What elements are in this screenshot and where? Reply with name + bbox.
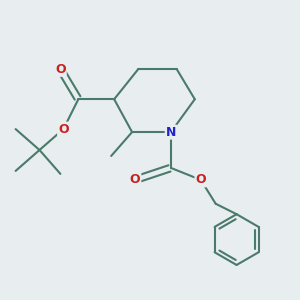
Text: O: O — [196, 173, 206, 186]
Text: O: O — [130, 173, 140, 186]
Text: N: N — [166, 126, 176, 139]
Text: O: O — [58, 123, 69, 136]
Text: O: O — [55, 63, 66, 76]
